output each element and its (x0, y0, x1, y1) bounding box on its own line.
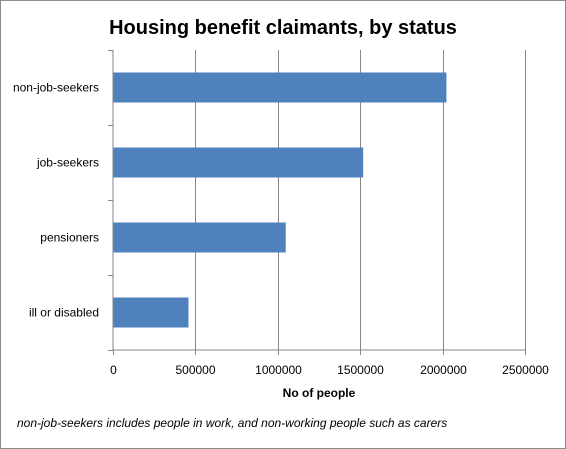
x-tick-label: 1000000 (255, 363, 302, 377)
bar-job-seekers (113, 147, 364, 178)
y-axis-tick-marks (108, 50, 113, 351)
x-tick-label: 2500000 (502, 363, 549, 377)
category-label: non-job-seekers (13, 81, 99, 95)
x-tick-label: 2000000 (420, 363, 467, 377)
bar-pensioners (113, 222, 286, 253)
chart-title: Housing benefit claimants, by status (109, 17, 457, 39)
x-tick-label: 1500000 (337, 363, 384, 377)
bar-non-job-seekers (113, 72, 447, 103)
chart-footnote: non-job-seekers includes people in work,… (17, 416, 447, 430)
category-label: pensioners (40, 231, 99, 245)
x-tick-label: 500000 (175, 363, 215, 377)
category-label: ill or disabled (29, 306, 99, 320)
bar-ill-or-disabled (113, 297, 189, 328)
bars (113, 72, 447, 328)
category-label: job-seekers (36, 156, 99, 170)
x-tick-labels: 0 500000 1000000 1500000 2000000 2500000 (110, 363, 549, 377)
category-labels: non-job-seekers job-seekers pensioners ill … (13, 81, 99, 320)
x-tick-label: 0 (110, 363, 117, 377)
x-axis-title: No of people (283, 386, 356, 400)
